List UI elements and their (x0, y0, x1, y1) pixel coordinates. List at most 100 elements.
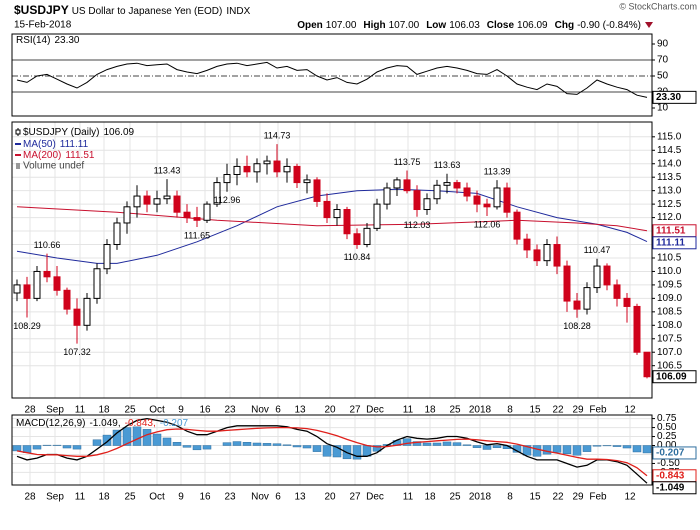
candle-body (183, 211, 191, 219)
last-value-box (652, 90, 697, 104)
legend-text: Volume undef (23, 161, 84, 172)
histogram-bar (222, 442, 232, 446)
last-value-box (652, 446, 697, 460)
down-arrow-icon (645, 22, 653, 28)
x-tick-label: 13 (294, 405, 306, 416)
candle-body (203, 203, 211, 221)
histogram-bar (232, 441, 242, 446)
histogram-bar (422, 442, 432, 446)
x-tick-label: 18 (424, 405, 436, 416)
macd-line (16, 417, 648, 484)
x-tick-label: Nov (251, 405, 269, 416)
legend-text: 23.30 (54, 35, 79, 46)
y-tick-label: 107.5 (657, 333, 682, 344)
histogram-bar (592, 445, 602, 447)
histogram-bar (612, 445, 622, 447)
candle-body (403, 179, 411, 192)
histogram-bar (302, 445, 312, 449)
high-annotation: 110.66 (34, 240, 61, 250)
candle-body (173, 195, 181, 213)
histogram-bar (112, 429, 122, 446)
x-tick-label: 12 (624, 492, 636, 503)
candle-body (333, 209, 341, 219)
x-tick-label: 6 (275, 492, 281, 503)
candle-body (603, 265, 611, 286)
y-tick-label: 108.5 (657, 306, 682, 317)
x-tick-label: 27 (349, 492, 361, 503)
x-tick-label: Oct (149, 492, 165, 503)
candle-body (463, 187, 471, 197)
low-annotation: 112.96 (214, 195, 241, 205)
x-tick-label: 25 (449, 492, 461, 503)
histogram-bar (442, 441, 452, 446)
quote-value: 106.09 (517, 20, 548, 31)
y-tick-label: 109.5 (657, 280, 682, 291)
histogram-bar (522, 445, 532, 456)
quote-value: -0.90 (-0.84%) (577, 20, 641, 31)
candle-body (263, 160, 271, 165)
candle-body (323, 200, 331, 219)
histogram-bar (242, 442, 252, 446)
quote-label: High (363, 20, 385, 31)
histogram-bar (572, 445, 582, 456)
x-tick-label: 29 (572, 492, 584, 503)
legend-icon (16, 163, 20, 169)
histogram-bar (412, 441, 422, 446)
candle-body (213, 182, 221, 205)
histogram-bar (262, 443, 272, 446)
x-tick-label: 11 (403, 492, 414, 503)
histogram-bar (332, 445, 342, 458)
legend-text: -0.843 (125, 418, 154, 429)
histogram-bar (532, 445, 542, 457)
candle-body (483, 203, 491, 208)
quote-label: Chg (555, 20, 574, 31)
histogram-bar (102, 434, 112, 446)
candle-body (533, 249, 541, 262)
candle-body (143, 195, 151, 205)
x-tick-label: 8 (507, 492, 513, 503)
histogram-bar (492, 445, 502, 448)
y-tick-label: 107.0 (657, 347, 682, 358)
x-tick-label: 28 (24, 405, 36, 416)
y-tick-label: 112.0 (657, 212, 682, 223)
legend-text: MACD(12,26,9) (16, 418, 85, 429)
candle-body (33, 270, 41, 299)
x-tick-label: 27 (349, 405, 361, 416)
legend-icon (15, 129, 21, 135)
histogram-bar (352, 445, 362, 460)
y-tick-label: 115.0 (657, 131, 682, 142)
x-tick-label: 22 (552, 492, 564, 503)
x-tick-label: 11 (75, 405, 86, 416)
legend-text: , (118, 418, 121, 429)
last-value-label: -0.207 (656, 448, 685, 459)
candle-body (363, 227, 371, 246)
x-tick-label: 28 (24, 492, 36, 503)
candle-body (293, 165, 301, 184)
candle-body (393, 179, 401, 189)
low-annotation: 112.06 (474, 219, 501, 229)
x-tick-label: 18 (424, 492, 436, 503)
candle-body (253, 163, 261, 173)
y-tick-label: 90 (657, 39, 669, 50)
macd-line (16, 426, 648, 477)
y-tick-label: 112.5 (657, 199, 682, 210)
x-tick-label: 25 (124, 405, 136, 416)
legend: MACD(12,26,9) -1.049, -0.843, -0.207 (16, 418, 189, 429)
last-value-label: -0.843 (656, 470, 685, 481)
x-tick-label: 23 (224, 492, 236, 503)
candle-body (43, 270, 51, 278)
low-annotation: 107.32 (63, 347, 91, 357)
histogram-bar (632, 445, 642, 453)
candle-body (593, 265, 601, 289)
candle-body (73, 308, 81, 326)
candle-body (23, 284, 31, 299)
candle-body (553, 244, 561, 267)
histogram-bar (142, 429, 152, 446)
x-tick-label: 9 (178, 405, 184, 416)
histogram-bar (162, 437, 172, 446)
x-tick-label: Sep (46, 492, 64, 503)
low-annotation: 111.65 (184, 230, 210, 240)
candle-body (583, 287, 591, 310)
x-tick-label: 16 (199, 492, 211, 503)
y-tick-label: -0.50 (657, 458, 680, 469)
